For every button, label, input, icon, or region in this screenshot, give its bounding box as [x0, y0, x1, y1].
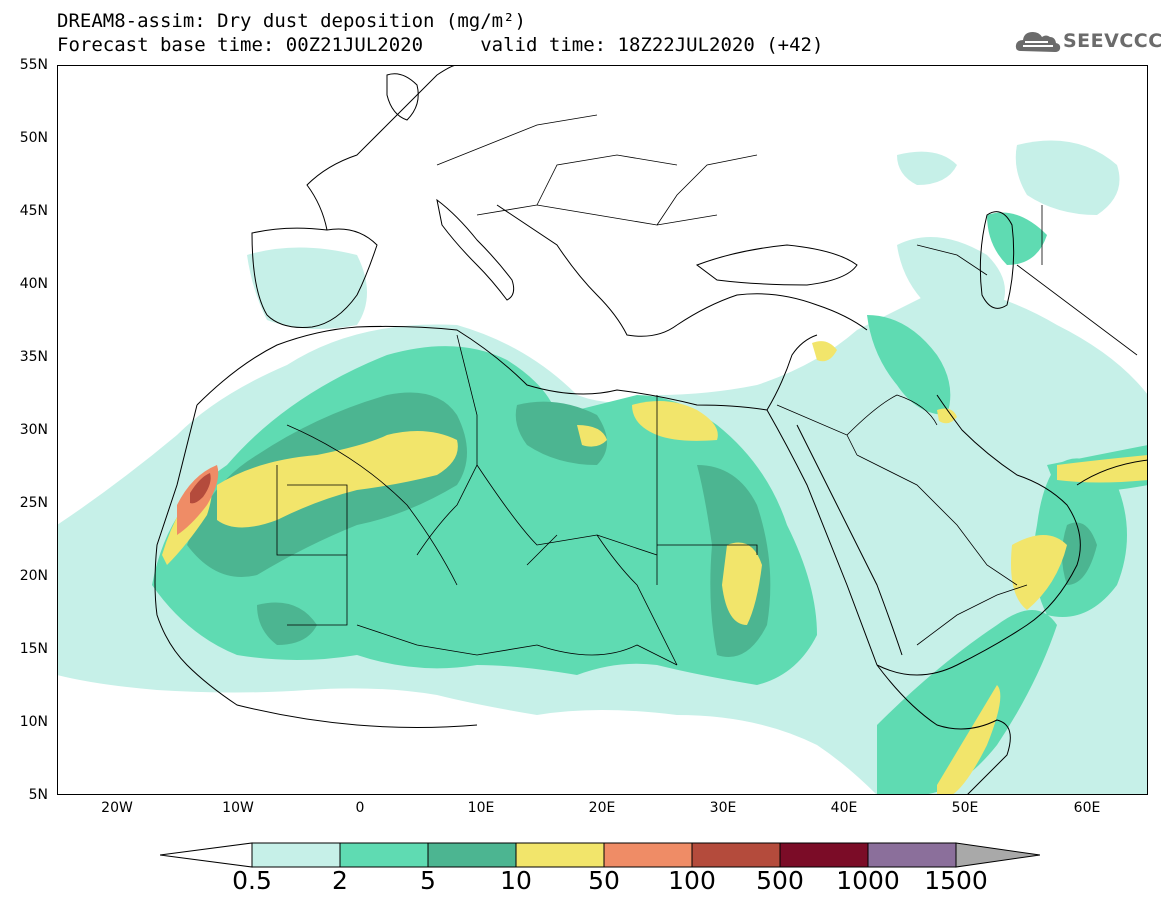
dust-field-brown: [190, 473, 211, 504]
colorbar-segment: [691, 842, 781, 868]
lat-label: 50N: [19, 130, 48, 146]
cloud-icon: [1015, 32, 1061, 52]
dust-deposition-map: [57, 65, 1148, 795]
lon-label: 60E: [1073, 800, 1101, 816]
colorbar-label: 2: [332, 866, 348, 895]
lat-label: 30N: [19, 422, 48, 438]
lon-label: 20E: [588, 800, 616, 816]
colorbar-under-arrow: [160, 842, 253, 868]
lat-label: 20N: [19, 568, 48, 584]
map-frame: [57, 65, 1148, 795]
colorbar-label: 100: [668, 866, 716, 895]
colorbar-label: 1000: [836, 866, 900, 895]
lon-label: 40E: [830, 800, 858, 816]
country-borders: [276, 114, 1138, 666]
map-title: DREAM8-assim: Dry dust deposition (mg/m²…: [57, 10, 526, 32]
lat-label: 25N: [19, 495, 48, 511]
colorbar: [160, 842, 1040, 868]
colorbar-over-arrow: [955, 842, 1040, 868]
colorbar-label: 500: [756, 866, 804, 895]
logo-text: SEEVCCC: [1063, 30, 1163, 52]
lat-label: 55N: [19, 57, 48, 73]
lon-label: 10E: [467, 800, 495, 816]
lat-label: 40N: [19, 276, 48, 292]
forecast-time-line: Forecast base time: 00Z21JUL2020 valid t…: [57, 34, 824, 56]
colorbar-segment: [779, 842, 869, 868]
colorbar-label: 0.5: [232, 866, 272, 895]
coastlines: [154, 65, 1148, 795]
colorbar-segment: [515, 842, 605, 868]
lon-label: 20W: [101, 800, 133, 816]
lat-label: 5N: [28, 787, 48, 803]
colorbar-segment: [603, 842, 693, 868]
lon-label: 30E: [709, 800, 737, 816]
colorbar-label: 1500: [924, 866, 988, 895]
lon-label: 50E: [951, 800, 979, 816]
colorbar-label: 5: [420, 866, 436, 895]
seevccc-logo: SEEVCCC: [1015, 27, 1162, 57]
colorbar-label: 10: [500, 866, 532, 895]
lon-label: 10W: [222, 800, 254, 816]
colorbar-segment: [427, 842, 517, 868]
colorbar-label: 50: [588, 866, 620, 895]
lat-label: 45N: [19, 203, 48, 219]
colorbar-segment: [339, 842, 429, 868]
lat-label: 10N: [19, 714, 48, 730]
colorbar-segment: [867, 842, 957, 868]
lat-label: 35N: [19, 349, 48, 365]
lon-label: 0: [355, 800, 365, 816]
colorbar-segment: [251, 842, 341, 868]
lat-label: 15N: [19, 641, 48, 657]
